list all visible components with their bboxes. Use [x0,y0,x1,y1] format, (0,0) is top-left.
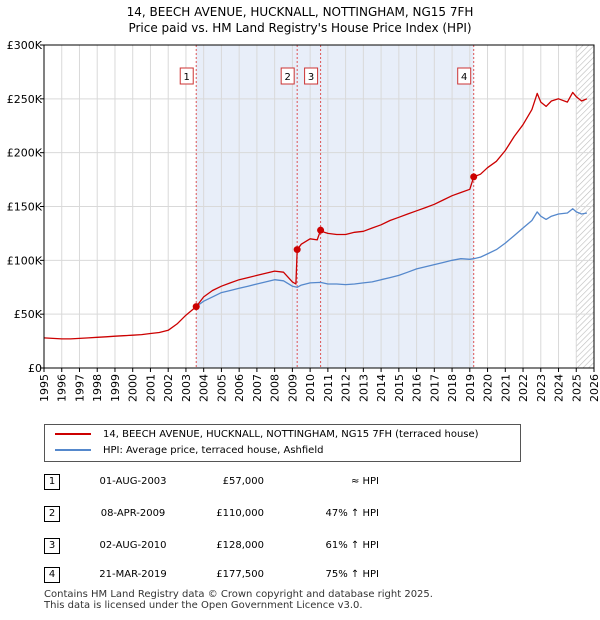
marker-label-1: 1 [184,72,190,83]
y-tick-label: £150K [7,201,43,214]
title-line-2: Price paid vs. HM Land Registry's House … [128,21,472,35]
x-tick-label: 2009 [286,374,299,402]
legend-item-property: 14, BEECH AVENUE, HUCKNALL, NOTTINGHAM, … [55,428,479,442]
marker-label-2: 2 [284,72,290,83]
x-tick-label: 2021 [499,374,512,402]
x-tick-label: 2001 [144,374,157,402]
x-tick-label: 2007 [251,374,264,402]
table-row: 4 21-MAR-2019 £177,500 75% ↑ HPI [44,567,444,585]
table-row: 3 02-AUG-2010 £128,000 61% ↑ HPI [44,538,444,556]
series-line-property [43,91,588,340]
x-tick-label: 2015 [393,374,406,402]
transaction-price: £110,000 [216,508,264,519]
x-tick-label: 2000 [127,374,140,402]
transaction-date: 02-AUG-2010 [99,540,167,551]
transaction-price: £177,500 [216,569,264,580]
x-tick-label: 1995 [38,374,51,402]
x-tick-label: 2025 [570,374,583,402]
transaction-date: 08-APR-2009 [100,508,166,519]
x-tick-label: 2011 [322,374,335,402]
x-tick-label: 2012 [340,374,353,402]
transaction-number: 2 [44,506,60,522]
transaction-hpi: 47% ↑ HPI [325,508,379,519]
series-line-hpi [195,208,588,308]
marker-label-4: 4 [461,72,467,83]
y-tick-label: £300K [7,39,43,52]
marker-box-2 [280,67,295,85]
sale-point-2 [293,246,301,254]
transaction-hpi: ≈ HPI [350,476,379,487]
legend-swatch-hpi [55,449,91,451]
x-tick-label: 2020 [482,374,495,402]
price-chart: 1 2 3 4 £0 £50K £100K £150K £200K £250K £300K 199… [7,39,600,402]
x-tick-label: 2023 [535,374,548,402]
x-tick-label: 2010 [304,374,317,402]
x-tick-label: 2014 [375,374,388,402]
marker-box-4 [457,67,472,85]
sale-point-1 [192,303,200,311]
marker-box-3 [304,67,319,85]
table-row: 2 08-APR-2009 £110,000 47% ↑ HPI [44,506,444,524]
legend-item-hpi: HPI: Average price, terraced house, Ashf… [55,444,323,458]
transaction-number: 1 [44,474,60,490]
x-tick-label: 2024 [553,374,566,402]
table-row: 1 01-AUG-2003 £57,000 ≈ HPI [44,474,444,492]
legend-label-property: 14, BEECH AVENUE, HUCKNALL, NOTTINGHAM, … [103,429,479,440]
x-tick-label: 1999 [109,374,122,402]
x-tick-label: 2018 [446,374,459,402]
x-tick-label: 2026 [588,374,600,402]
x-tick-label: 2022 [517,374,530,402]
transaction-number: 3 [44,538,60,554]
y-tick-label: £200K [7,147,43,160]
x-tick-label: 2004 [198,374,211,402]
sale-point-3 [317,226,325,234]
legend-label-hpi: HPI: Average price, terraced house, Ashf… [103,445,324,456]
footer: Contains HM Land Registry data © Crown c… [44,589,433,611]
x-tick-label: 2005 [215,374,228,402]
x-tick-label: 2016 [411,374,424,402]
x-tick-label: 2002 [162,374,175,402]
transaction-number: 4 [44,567,60,583]
legend: 14, BEECH AVENUE, HUCKNALL, NOTTINGHAM, … [44,424,521,462]
y-tick-label: £50K [14,308,43,321]
chart-title: 14, BEECH AVENUE, HUCKNALL, NOTTINGHAM, … [0,4,600,36]
x-tick-label: 2017 [428,374,441,402]
transaction-date: 21-MAR-2019 [99,569,167,580]
title-line-1: 14, BEECH AVENUE, HUCKNALL, NOTTINGHAM, … [126,5,474,19]
footer-licence: This data is licensed under the Open Gov… [44,600,363,611]
footer-copyright: Contains HM Land Registry data © Crown c… [44,589,433,600]
x-tick-label: 2008 [269,374,282,402]
x-tick-label: 2019 [464,374,477,402]
transaction-price: £57,000 [222,476,264,487]
transaction-price: £128,000 [216,540,264,551]
transaction-date: 01-AUG-2003 [99,476,167,487]
marker-label-3: 3 [308,72,314,83]
transaction-hpi: 61% ↑ HPI [325,540,379,551]
legend-swatch-property [55,433,91,435]
transaction-hpi: 75% ↑ HPI [325,569,379,580]
x-tick-label: 2003 [180,374,193,402]
x-tick-label: 1996 [56,374,69,402]
x-tick-label: 1997 [73,374,86,402]
y-tick-label: £100K [7,254,43,267]
y-tick-label: £0 [28,362,42,375]
x-tick-label: 1998 [91,374,104,402]
marker-box-1 [179,67,194,85]
sale-point-4 [470,173,478,181]
y-tick-label: £250K [7,93,43,106]
x-tick-label: 2013 [357,374,370,402]
x-tick-label: 2006 [233,374,246,402]
